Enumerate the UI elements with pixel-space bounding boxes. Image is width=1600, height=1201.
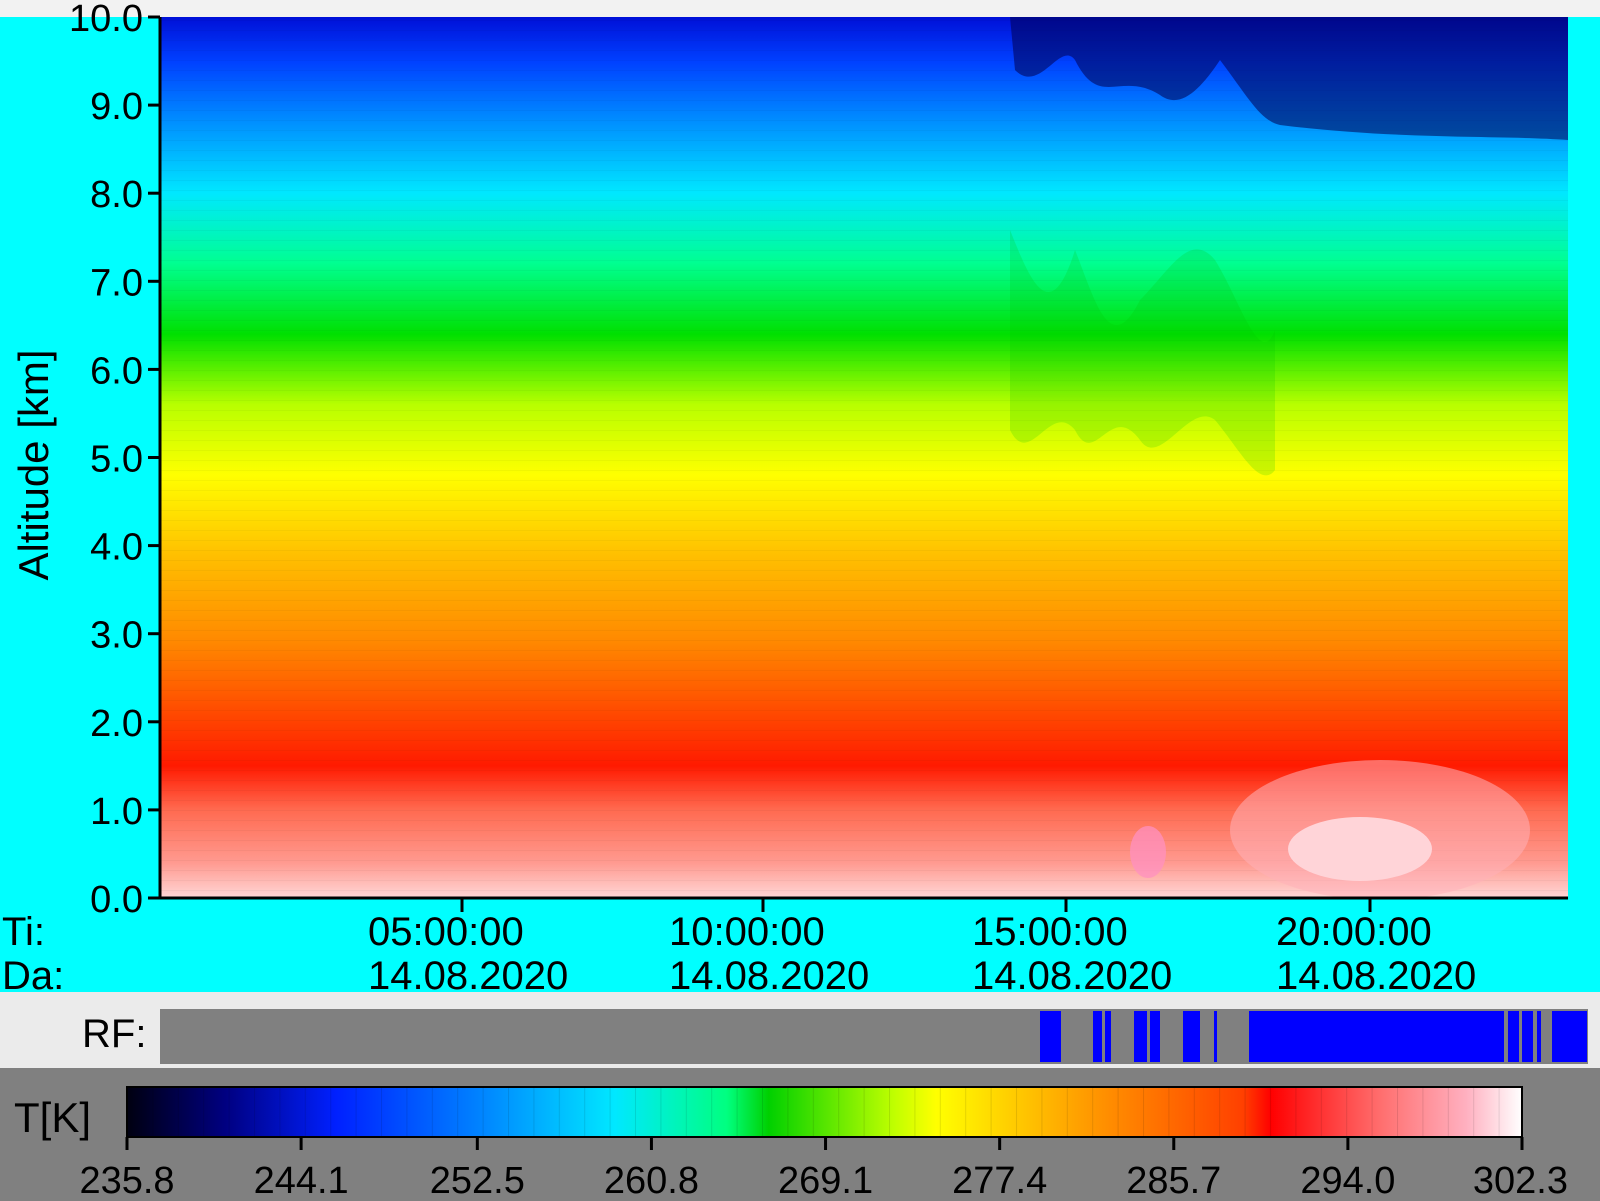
rf-label: RF: <box>82 1012 146 1056</box>
y-tick-label: 4.0 <box>90 527 143 569</box>
colorbar-tick-label: 294.0 <box>1300 1160 1395 1201</box>
rf-flag <box>1040 1011 1061 1062</box>
y-tick-label: 5.0 <box>90 439 143 481</box>
y-tick-label: 8.0 <box>90 174 143 216</box>
colorbar-tick-label: 260.8 <box>604 1160 699 1201</box>
y-tick-label: 0.0 <box>90 879 143 921</box>
colorbar-label: T[K] <box>14 1094 91 1141</box>
rf-flag <box>1134 1011 1147 1062</box>
date-row-label: Da: <box>2 954 64 998</box>
x-tick-date: 14.08.2020 <box>368 954 568 998</box>
warm-spot <box>1130 826 1166 878</box>
warm-halo <box>1230 760 1530 898</box>
y-axis-ticks: 10.0 9.0 8.0 7.0 6.0 5.0 4.0 3.0 2.0 1.0 0.0 <box>69 0 160 921</box>
y-tick-label: 6.0 <box>90 350 143 392</box>
rf-flag <box>1105 1011 1111 1062</box>
x-axis-ticks: 05:00:0014.08.202010:00:0014.08.202015:0… <box>368 898 1476 998</box>
colorbar-tick-label: 269.1 <box>778 1160 873 1201</box>
colorbar-steps <box>127 1087 1522 1137</box>
x-tick-time: 15:00:00 <box>972 910 1128 954</box>
y-tick-label: 7.0 <box>90 262 143 304</box>
heatmap-banding <box>160 17 1568 898</box>
y-tick-label: 9.0 <box>90 86 143 128</box>
colorbar-ticks: 235.8 244.1 252.5 260.8 269.1 277.4 285.7 294.0… <box>79 1137 1568 1201</box>
rf-flag <box>1093 1011 1102 1062</box>
y-tick-label: 10.0 <box>69 0 143 40</box>
rf-flags <box>1040 1011 1587 1062</box>
rf-flag <box>1183 1011 1200 1062</box>
x-tick-time: 05:00:00 <box>368 910 524 954</box>
y-tick-label: 3.0 <box>90 615 143 657</box>
x-tick-time: 20:00:00 <box>1276 910 1432 954</box>
perturbation-band <box>1010 230 1275 476</box>
colorbar-tick-label: 277.4 <box>952 1160 1047 1201</box>
colorbar-tick-label: 285.7 <box>1126 1160 1221 1201</box>
rf-flag <box>1522 1011 1533 1062</box>
colorbar-tick-label: 302.3 <box>1473 1160 1568 1201</box>
time-row-label: Ti: <box>2 910 45 954</box>
rf-flag <box>1508 1011 1519 1062</box>
x-tick-date: 14.08.2020 <box>972 954 1172 998</box>
top-strip <box>0 0 1600 17</box>
colorbar-tick-label: 252.5 <box>430 1160 525 1201</box>
y-tick-label: 1.0 <box>90 791 143 833</box>
rf-flag <box>1552 1011 1587 1062</box>
x-tick-date: 14.08.2020 <box>669 954 869 998</box>
heatmap-plot <box>160 17 1568 898</box>
colorbar-tick-label: 244.1 <box>254 1160 349 1201</box>
cold-upper-region <box>1010 17 1568 140</box>
rf-flag <box>1537 1011 1541 1062</box>
colorbar-tick-label: 235.8 <box>79 1160 174 1201</box>
x-tick-date: 14.08.2020 <box>1276 954 1476 998</box>
rf-flag <box>1150 1011 1160 1062</box>
x-tick-time: 10:00:00 <box>669 910 825 954</box>
y-axis-label: Altitude [km] <box>10 349 57 580</box>
rf-flag <box>1214 1011 1217 1062</box>
rf-flag <box>1249 1011 1504 1062</box>
y-tick-label: 2.0 <box>90 703 143 745</box>
